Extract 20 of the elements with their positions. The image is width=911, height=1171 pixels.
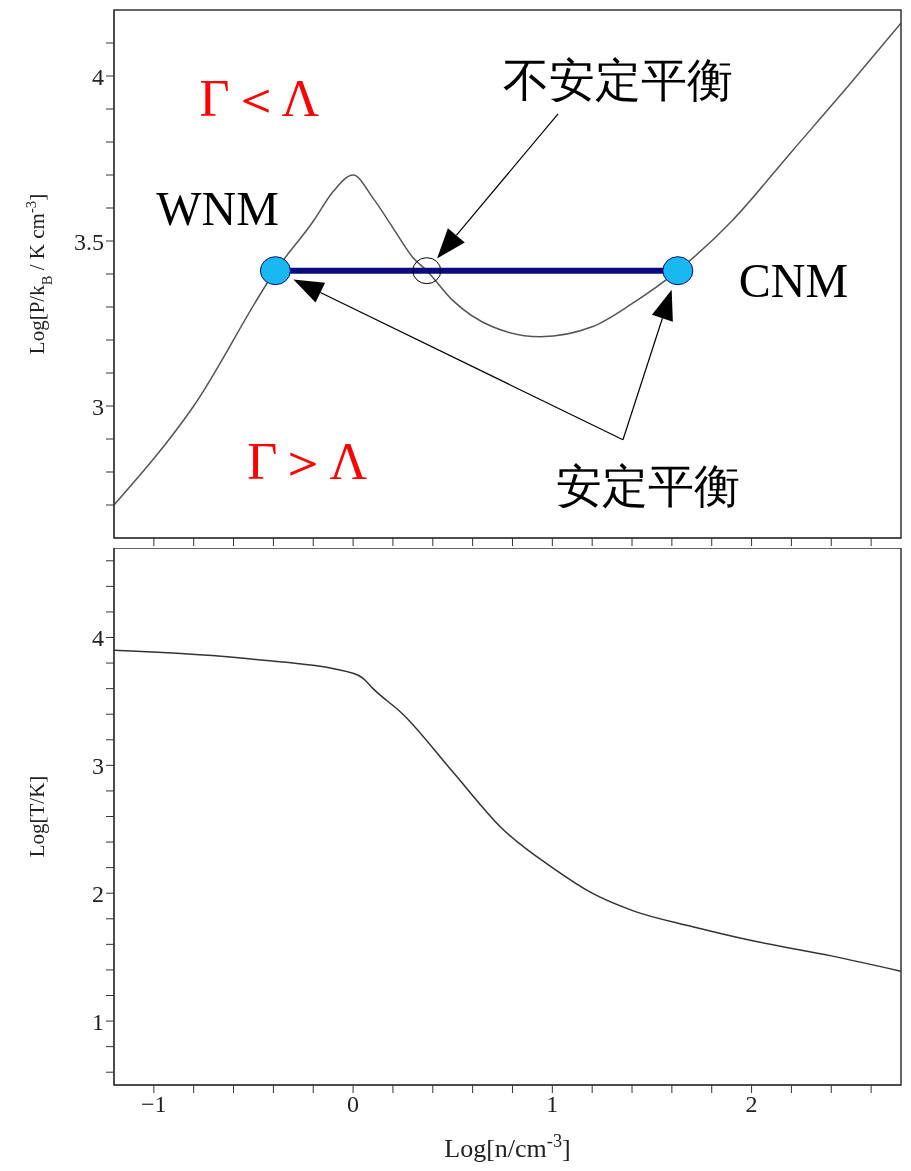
y-tick-label: 2 bbox=[92, 880, 104, 907]
y-tick-label: 4 bbox=[92, 63, 104, 90]
y-tick-label: 4 bbox=[92, 625, 104, 652]
annotation: Γ＞Λ bbox=[247, 432, 368, 490]
y-tick-label: 3 bbox=[92, 393, 104, 420]
x-tick-label: −1 bbox=[141, 1091, 167, 1118]
y-tick-label: 1 bbox=[92, 1008, 104, 1035]
x-tick-label: 0 bbox=[347, 1091, 360, 1118]
annotation: 安定平衡 bbox=[555, 458, 740, 513]
y-axis-title: Log[T/K] bbox=[25, 775, 49, 858]
line-series bbox=[114, 649, 901, 972]
y-tick-label: 3 bbox=[92, 752, 104, 779]
x-axis-title: Log[n/cm$^{-3}$] bbox=[444, 1131, 571, 1163]
annotation: 不安定平衡 bbox=[503, 52, 734, 107]
x-tick-label: 2 bbox=[745, 1091, 758, 1118]
annotation: Γ＜Λ bbox=[199, 69, 320, 127]
annotation: WNM bbox=[156, 181, 279, 235]
annotation: CNM bbox=[738, 254, 849, 308]
x-tick-label: 1 bbox=[546, 1091, 559, 1118]
y-tick-label: 3.5 bbox=[74, 228, 104, 255]
